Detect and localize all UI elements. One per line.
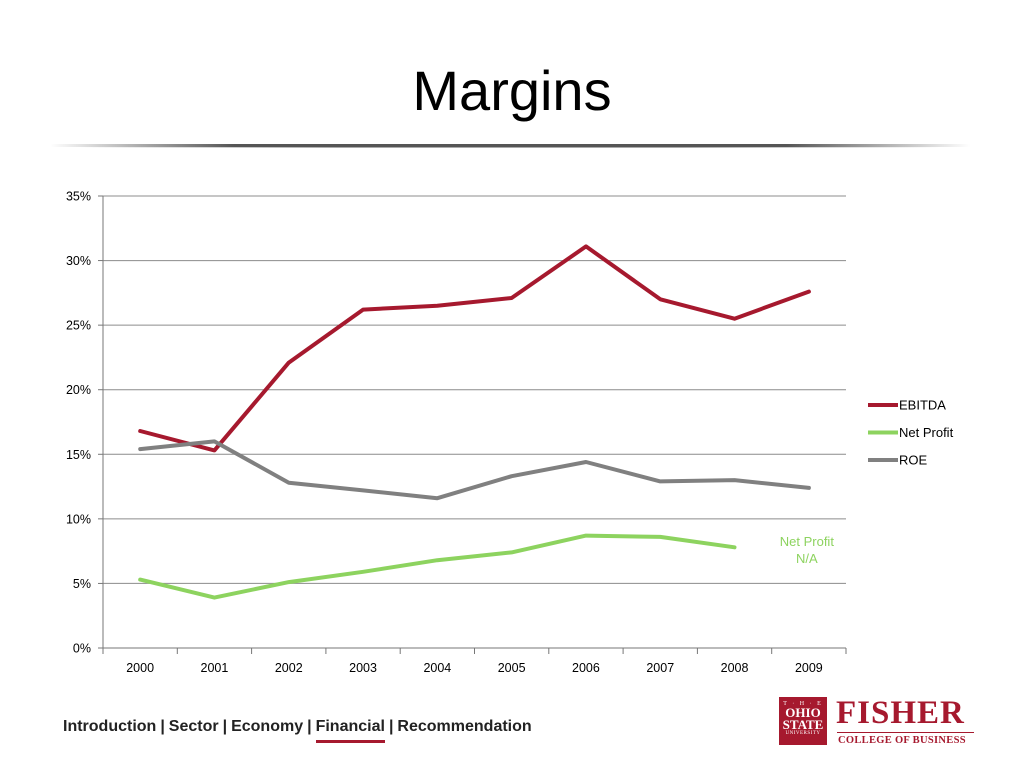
ohio-state-seal: T · H · E OHIO STATE UNIVERSITY bbox=[779, 697, 827, 745]
legend-label-ebitda: EBITDA bbox=[899, 398, 946, 413]
legend-label-roe: ROE bbox=[899, 453, 928, 468]
title-divider-shadow bbox=[80, 147, 940, 148]
series-line-roe bbox=[138, 439, 811, 501]
x-tick-label: 2009 bbox=[795, 661, 823, 675]
seal-top-text: T · H · E bbox=[783, 701, 823, 707]
annotation-na-label: N/A bbox=[796, 551, 818, 566]
nav-item-financial[interactable]: Financial bbox=[315, 718, 385, 735]
brand-rule bbox=[837, 732, 974, 733]
y-tick-label: 30% bbox=[66, 254, 91, 268]
nav-separator: | bbox=[222, 718, 228, 735]
x-tick-label: 2004 bbox=[423, 661, 451, 675]
series-line-ebitda bbox=[138, 244, 811, 453]
brand-name: FISHER bbox=[836, 695, 965, 731]
y-tick-label: 35% bbox=[66, 190, 91, 204]
y-tick-label: 25% bbox=[66, 319, 91, 333]
nav-item-sector[interactable]: Sector bbox=[168, 718, 219, 735]
y-tick-label: 0% bbox=[73, 642, 91, 656]
x-tick-label: 2007 bbox=[646, 661, 674, 675]
margins-line-chart: 0% 5% 10% 15% 20% 25% 30% 35% 2000 2001 2002 2003 20… bbox=[66, 190, 954, 676]
y-tick-label: 20% bbox=[66, 383, 91, 397]
series-line-net-profit bbox=[138, 533, 737, 600]
brand-subtitle: COLLEGE OF BUSINESS bbox=[838, 735, 966, 746]
x-tick-label: 2001 bbox=[201, 661, 229, 675]
y-tick-label: 15% bbox=[66, 448, 91, 462]
annotation-net-profit-label: Net Profit bbox=[780, 534, 835, 549]
nav-item-introduction[interactable]: Introduction bbox=[63, 718, 157, 735]
y-tick-label: 10% bbox=[66, 512, 91, 526]
nav-separator: | bbox=[160, 718, 165, 735]
x-tick-label: 2006 bbox=[572, 661, 600, 675]
nav-item-economy[interactable]: Economy bbox=[231, 718, 304, 735]
x-tick-label: 2003 bbox=[349, 661, 377, 675]
fisher-college-logo: T · H · E OHIO STATE UNIVERSITY FISHER C… bbox=[779, 695, 975, 747]
slide-title: Margins bbox=[412, 59, 612, 122]
y-tick-label: 5% bbox=[73, 577, 91, 591]
section-nav: Introduction | Sector | Economy | Financial | Re… bbox=[63, 718, 532, 736]
seal-line-state: STATE bbox=[782, 717, 824, 732]
x-tick-label: 2002 bbox=[275, 661, 303, 675]
nav-separator: | bbox=[307, 718, 312, 735]
nav-item-recommendation[interactable]: Recommendation bbox=[397, 718, 532, 735]
nav-separator: | bbox=[388, 718, 394, 735]
title-divider bbox=[50, 144, 970, 147]
legend-label-net-profit: Net Profit bbox=[899, 425, 954, 440]
x-tick-label: 2005 bbox=[498, 661, 526, 675]
x-tick-label: 2008 bbox=[721, 661, 749, 675]
seal-bottom-text: UNIVERSITY bbox=[785, 731, 821, 736]
seal-line-ohio: OHIO bbox=[785, 705, 821, 720]
x-tick-label: 2000 bbox=[126, 661, 154, 675]
